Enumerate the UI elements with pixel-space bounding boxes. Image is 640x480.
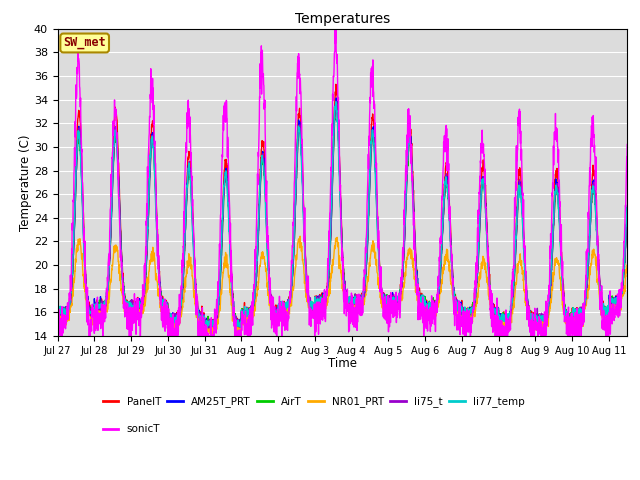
Title: Temperatures: Temperatures: [295, 12, 390, 26]
Y-axis label: Temperature (C): Temperature (C): [19, 134, 32, 231]
Legend: sonicT: sonicT: [102, 424, 160, 434]
Text: SW_met: SW_met: [63, 36, 106, 49]
X-axis label: Time: Time: [328, 357, 357, 370]
